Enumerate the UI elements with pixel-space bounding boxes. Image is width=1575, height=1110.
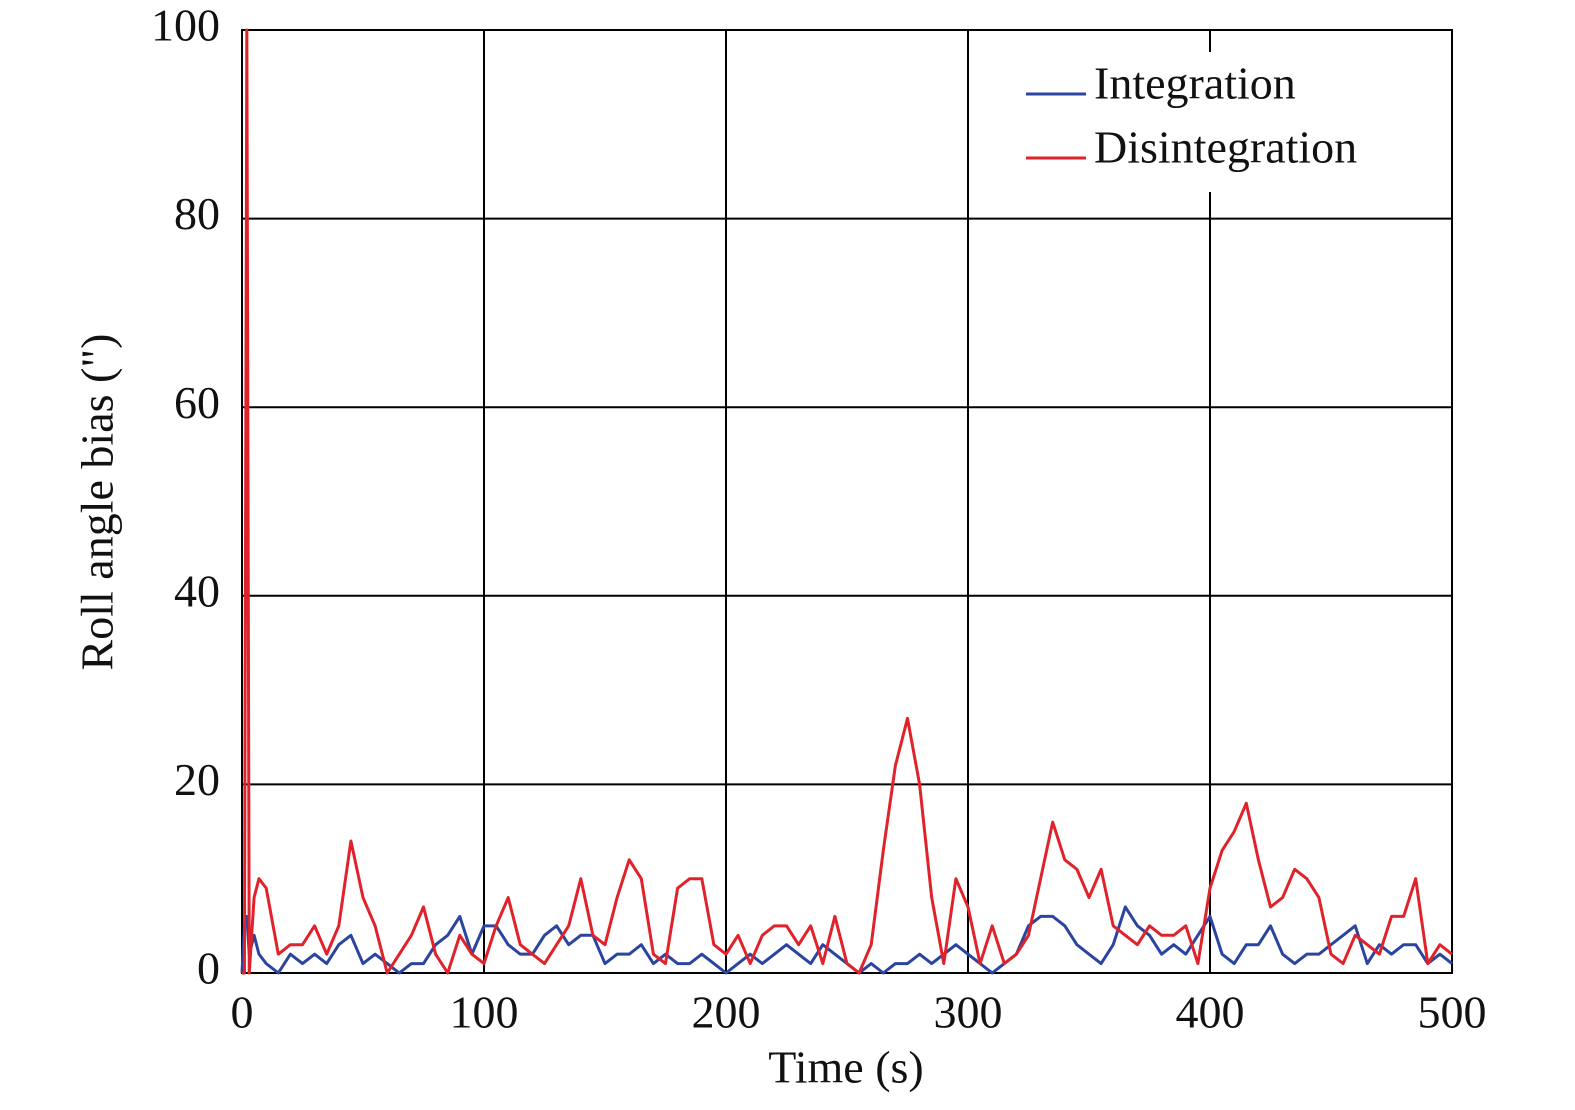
legend-label: Integration [1094,58,1296,109]
legend-label: Disintegration [1094,122,1357,173]
y-axis-label: Roll angle bias (") [72,334,123,671]
legend: Integration Disintegration [1012,52,1392,192]
y-tick-label: 80 [174,188,220,239]
x-tick-label: 0 [231,987,254,1038]
y-tick-label: 60 [174,377,220,428]
x-axis-label: Time (s) [768,1042,924,1093]
x-tick-label: 400 [1176,987,1245,1038]
y-tick-label: 100 [151,0,220,51]
x-tick-label: 300 [934,987,1003,1038]
y-tick-label: 0 [197,943,220,994]
line-series [240,905,1453,975]
legend-box [1012,52,1392,192]
line-series [242,28,1453,975]
x-tick-label: 200 [692,987,761,1038]
y-tick-label: 40 [174,565,220,616]
y-tick-label: 20 [174,754,220,805]
x-tick-label: 100 [450,987,519,1038]
x-tick-label: 500 [1418,987,1487,1038]
plot-frame [241,29,1453,974]
